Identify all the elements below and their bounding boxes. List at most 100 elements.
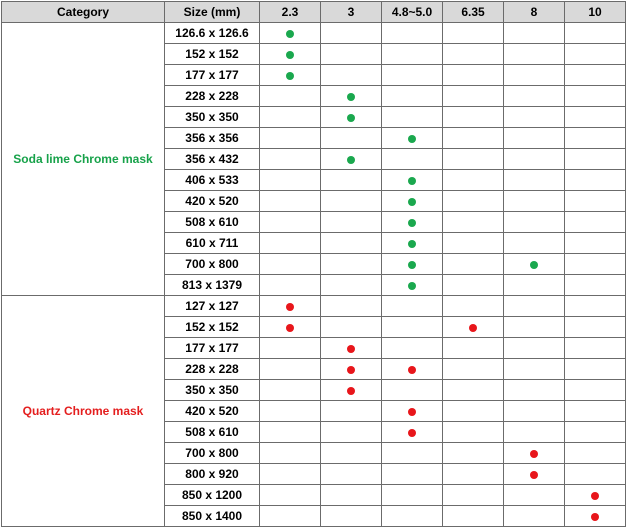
thickness-cell bbox=[259, 64, 321, 86]
thickness-cell bbox=[320, 274, 382, 296]
thickness-cell bbox=[442, 421, 504, 443]
thickness-cell bbox=[259, 106, 321, 128]
thickness-cell bbox=[564, 253, 626, 275]
thickness-cell bbox=[442, 295, 504, 317]
header-thickness-2-3: 2.3 bbox=[259, 1, 321, 23]
thickness-cell bbox=[259, 505, 321, 527]
availability-dot-icon bbox=[286, 302, 294, 311]
size-cell: 508 x 610 bbox=[164, 421, 260, 443]
availability-dot-icon bbox=[530, 470, 538, 479]
thickness-cell bbox=[564, 190, 626, 212]
size-cell: 800 x 920 bbox=[164, 463, 260, 485]
thickness-cell bbox=[259, 274, 321, 296]
thickness-cell bbox=[503, 232, 565, 254]
thickness-cell bbox=[503, 148, 565, 170]
availability-dot-icon bbox=[408, 428, 416, 437]
thickness-cell bbox=[442, 64, 504, 86]
thickness-cell bbox=[503, 358, 565, 380]
header-row: Category Size (mm) 2.3 3 4.8~5.0 6.35 8 … bbox=[1, 1, 626, 23]
thickness-cell bbox=[564, 484, 626, 506]
thickness-cell bbox=[320, 421, 382, 443]
thickness-cell bbox=[503, 64, 565, 86]
thickness-cell bbox=[564, 43, 626, 65]
thickness-cell bbox=[320, 85, 382, 107]
thickness-cell bbox=[320, 22, 382, 44]
thickness-cell bbox=[320, 190, 382, 212]
thickness-cell bbox=[259, 337, 321, 359]
size-cell: 850 x 1200 bbox=[164, 484, 260, 506]
size-cell: 406 x 533 bbox=[164, 169, 260, 191]
availability-dot-icon bbox=[591, 512, 599, 521]
thickness-cell bbox=[381, 505, 443, 527]
thickness-cell bbox=[320, 43, 382, 65]
header-category: Category bbox=[1, 1, 165, 23]
size-cell: 177 x 177 bbox=[164, 64, 260, 86]
thickness-cell bbox=[564, 316, 626, 338]
thickness-cell bbox=[320, 169, 382, 191]
thickness-cell bbox=[259, 22, 321, 44]
thickness-cell bbox=[320, 211, 382, 233]
thickness-cell bbox=[442, 148, 504, 170]
table-row: 420 x 520 bbox=[2, 190, 626, 212]
table-row: 152 x 152 bbox=[2, 43, 626, 65]
thickness-cell bbox=[503, 106, 565, 128]
thickness-cell bbox=[564, 22, 626, 44]
thickness-cell bbox=[503, 337, 565, 359]
thickness-cell bbox=[259, 253, 321, 275]
thickness-cell bbox=[503, 190, 565, 212]
thickness-cell bbox=[503, 253, 565, 275]
category-cell: Soda lime Chrome mask bbox=[1, 22, 165, 296]
header-thickness-3: 3 bbox=[320, 1, 382, 23]
thickness-cell bbox=[320, 127, 382, 149]
availability-dot-icon bbox=[408, 239, 416, 248]
thickness-cell bbox=[442, 211, 504, 233]
size-cell: 126.6 x 126.6 bbox=[164, 22, 260, 44]
size-cell: 700 x 800 bbox=[164, 442, 260, 464]
thickness-cell bbox=[564, 400, 626, 422]
thickness-cell bbox=[503, 400, 565, 422]
thickness-cell bbox=[259, 169, 321, 191]
table-row: 177 x 177 bbox=[2, 337, 626, 359]
thickness-cell bbox=[320, 64, 382, 86]
thickness-cell bbox=[259, 379, 321, 401]
thickness-cell bbox=[564, 295, 626, 317]
thickness-cell bbox=[259, 127, 321, 149]
thickness-cell bbox=[503, 505, 565, 527]
table-row: Soda lime Chrome mask 126.6 x 126.6 bbox=[1, 22, 626, 296]
thickness-cell bbox=[442, 22, 504, 44]
size-cell: 700 x 800 bbox=[164, 253, 260, 275]
availability-dot-icon bbox=[347, 92, 355, 101]
thickness-cell bbox=[320, 295, 382, 317]
thickness-cell bbox=[564, 463, 626, 485]
table-header: Category Size (mm) 2.3 3 4.8~5.0 6.35 8 … bbox=[1, 1, 626, 23]
thickness-cell bbox=[503, 22, 565, 44]
size-cell: 152 x 152 bbox=[164, 316, 260, 338]
thickness-cell bbox=[381, 337, 443, 359]
availability-dot-icon bbox=[347, 344, 355, 353]
header-thickness-8: 8 bbox=[503, 1, 565, 23]
thickness-cell bbox=[503, 85, 565, 107]
size-cell: 610 x 711 bbox=[164, 232, 260, 254]
thickness-cell bbox=[259, 400, 321, 422]
thickness-cell bbox=[503, 43, 565, 65]
thickness-cell bbox=[381, 295, 443, 317]
thickness-cell bbox=[381, 43, 443, 65]
thickness-cell bbox=[320, 106, 382, 128]
table-body: Soda lime Chrome mask 126.6 x 126.6 152 x … bbox=[1, 22, 626, 527]
thickness-cell bbox=[564, 442, 626, 464]
thickness-cell bbox=[320, 148, 382, 170]
size-cell: 356 x 432 bbox=[164, 148, 260, 170]
thickness-cell bbox=[381, 421, 443, 443]
thickness-cell bbox=[503, 442, 565, 464]
thickness-cell bbox=[381, 484, 443, 506]
header-thickness-4-8: 4.8~5.0 bbox=[381, 1, 443, 23]
thickness-cell bbox=[564, 421, 626, 443]
availability-dot-icon bbox=[347, 365, 355, 374]
thickness-cell bbox=[320, 358, 382, 380]
thickness-cell bbox=[564, 337, 626, 359]
thickness-cell bbox=[259, 442, 321, 464]
thickness-cell bbox=[442, 43, 504, 65]
availability-dot-icon bbox=[408, 365, 416, 374]
table-row: 813 x 1379 bbox=[2, 274, 626, 296]
